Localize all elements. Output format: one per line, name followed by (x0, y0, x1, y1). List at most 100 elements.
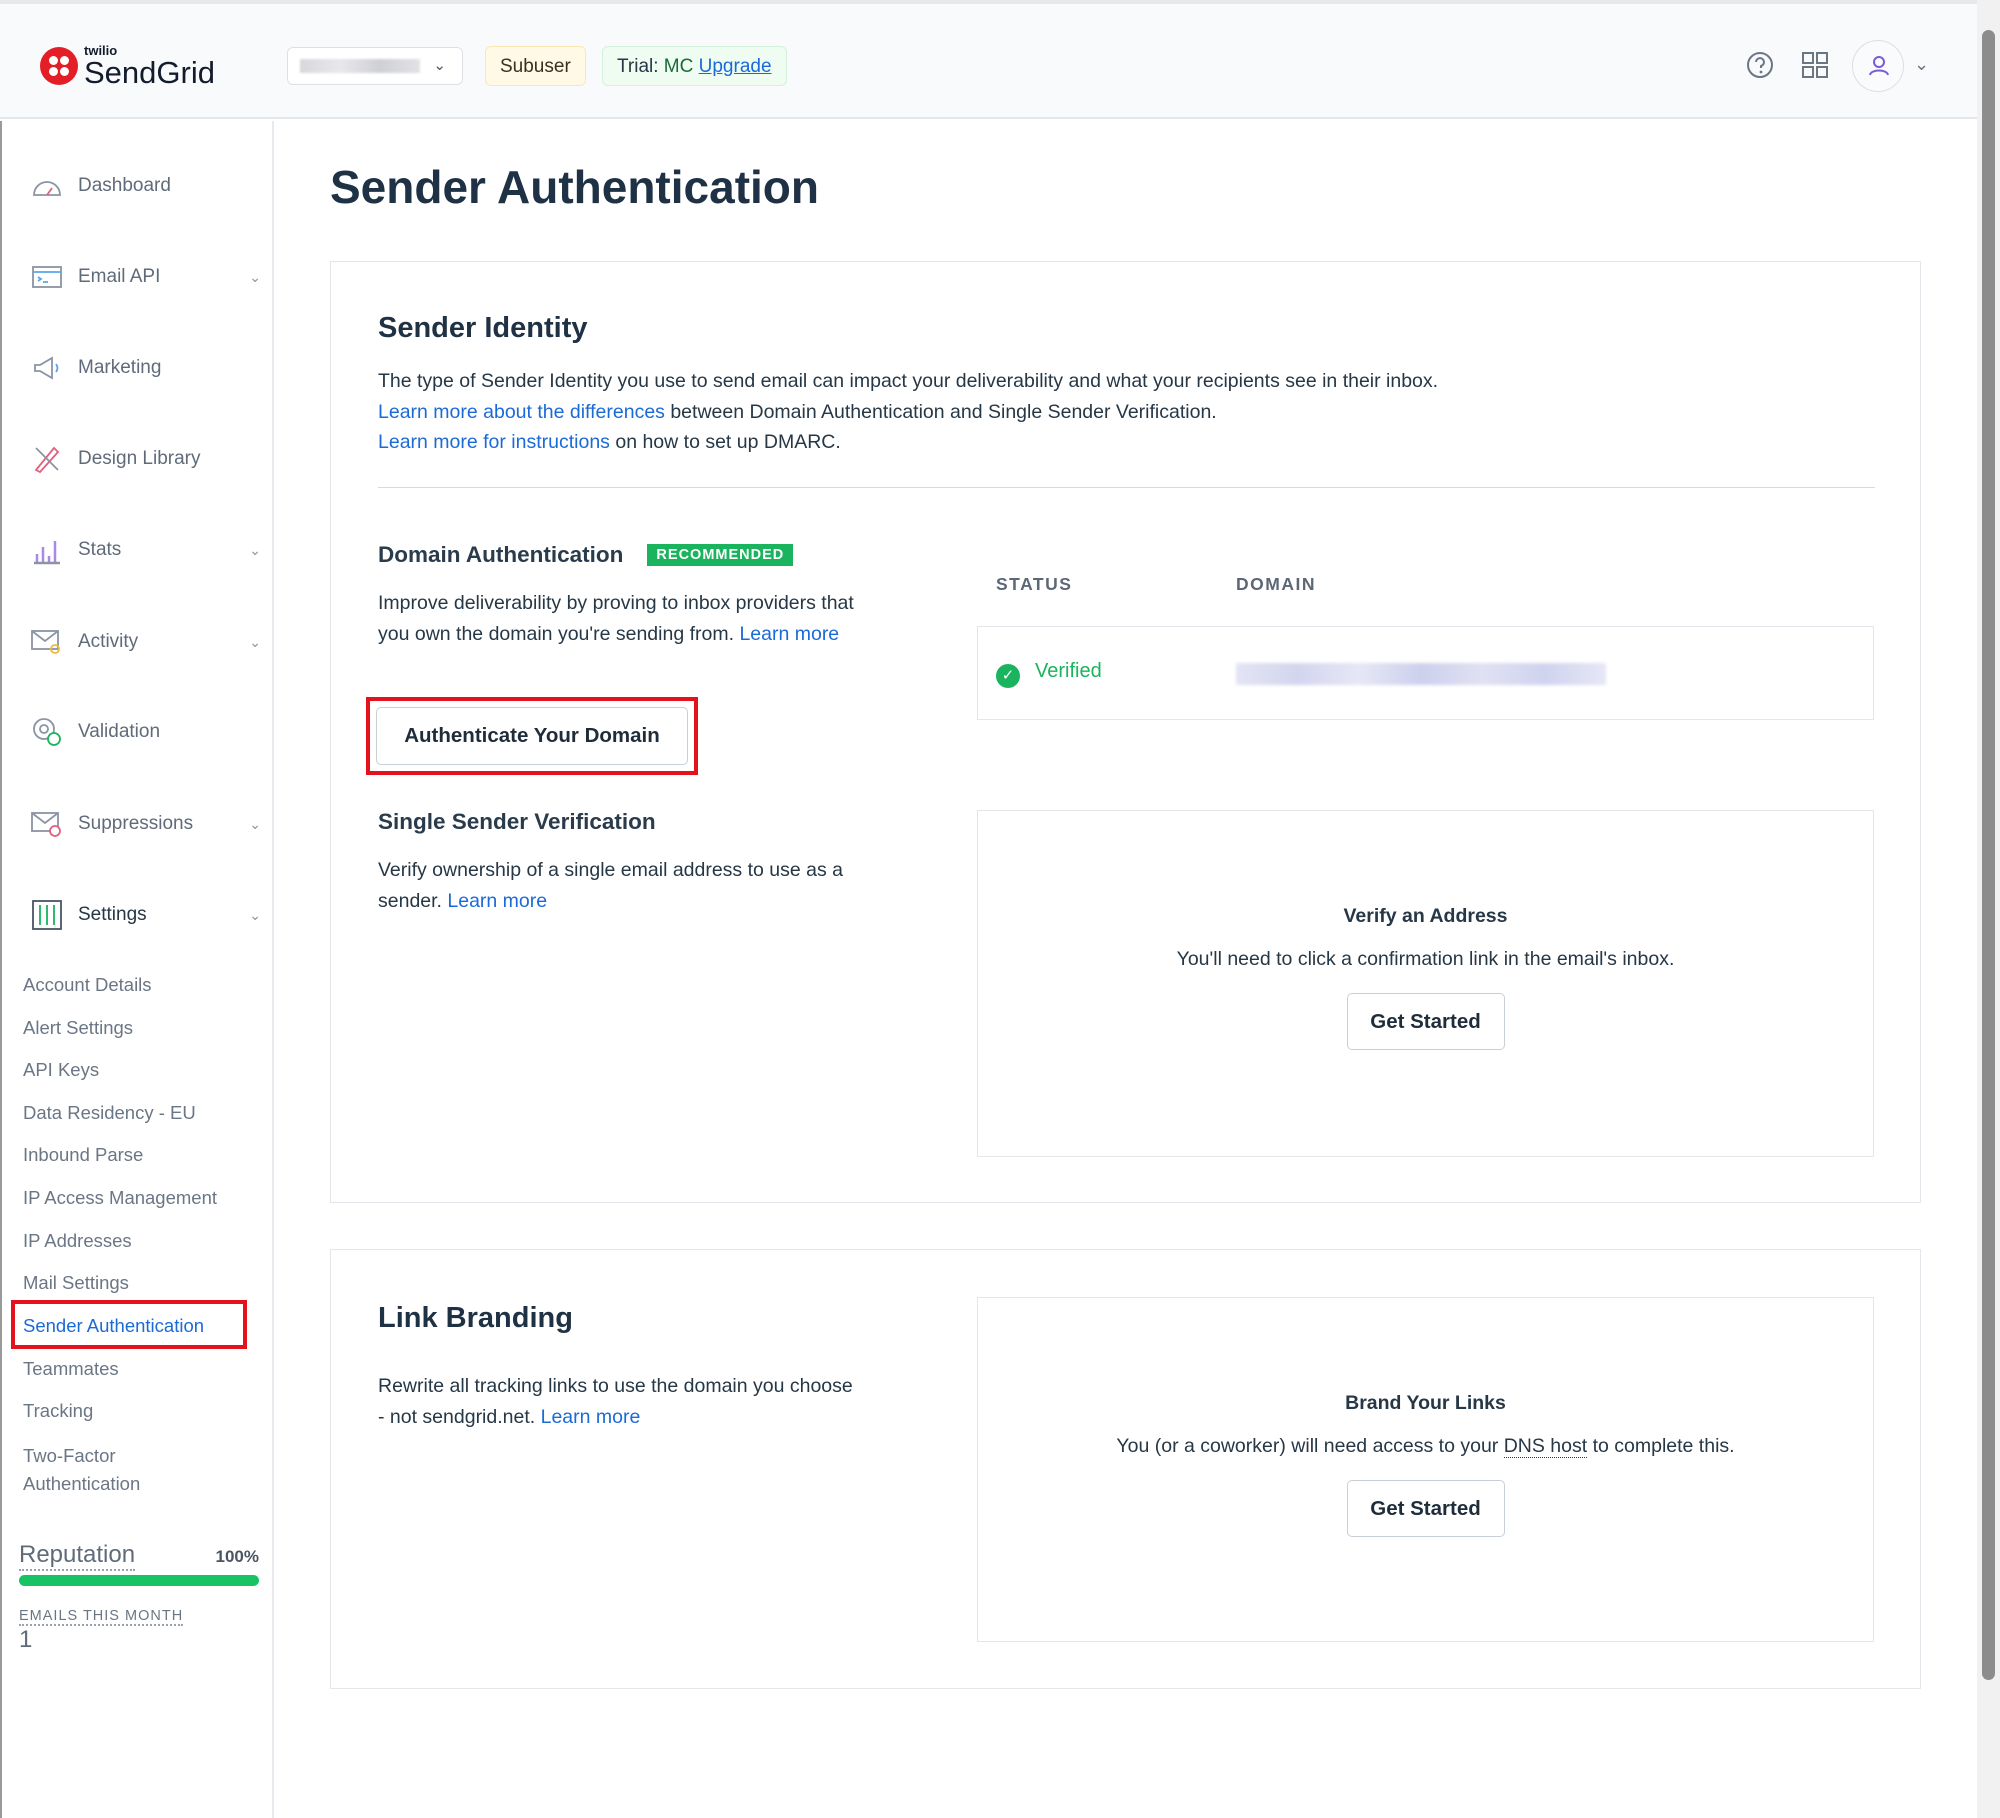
app-grid-icon[interactable] (1800, 50, 1830, 80)
chevron-down-icon: ⌄ (249, 268, 261, 285)
domain-learn-more-link[interactable]: Learn more (739, 622, 840, 645)
sidebar-item-dashboard[interactable]: Dashboard (30, 166, 265, 206)
sidebar-sub-two-factor[interactable]: Two-Factor Authentication (23, 1445, 141, 1494)
learn-differences-link[interactable]: Learn more about the differences (378, 400, 665, 423)
page-scrollbar[interactable] (1977, 0, 2000, 1818)
verify-address-title: Verify an Address (1343, 905, 1508, 927)
sidebar-sub-teammates[interactable]: Teammates (23, 1358, 119, 1379)
sidebar-item-stats[interactable]: Stats ⌄ (30, 530, 265, 570)
sidebar-item-label: Validation (78, 721, 161, 742)
domain-auth-text: Improve deliverability by proving to inb… (378, 592, 854, 645)
sendgrid-logo[interactable]: twilio SendGrid (40, 44, 215, 88)
sliders-icon (30, 900, 64, 930)
mail-blocked-icon (30, 809, 64, 839)
bar-chart-icon (30, 535, 64, 565)
status-verified: Verified (1035, 660, 1102, 682)
sidebar-sub-alert-settings[interactable]: Alert Settings (23, 1017, 134, 1038)
sidebar-item-design-library[interactable]: Design Library (30, 439, 265, 479)
authenticate-domain-button[interactable]: Authenticate Your Domain (376, 707, 688, 765)
link-branding-learn-more-link[interactable]: Learn more (540, 1405, 641, 1428)
sidebar-item-settings[interactable]: Settings ⌄ (30, 895, 265, 935)
sidebar-sub-account-details[interactable]: Account Details (23, 974, 152, 995)
help-icon[interactable] (1745, 50, 1775, 80)
sidebar-item-label: Email API (78, 266, 161, 287)
brand-text: You (or a coworker) will need access to … (1116, 1435, 1504, 1457)
emails-this-month-label: EMAILS THIS MONTH (19, 1608, 184, 1626)
verify-address-box: Verify an Address You'll need to click a… (977, 810, 1874, 1157)
reputation-label: Reputation (19, 1541, 136, 1571)
sidebar-sub-sender-authentication[interactable]: Sender Authentication (23, 1315, 205, 1336)
account-selector[interactable]: ⌄ (287, 47, 463, 85)
link-branding-text: Rewrite all tracking links to use the do… (378, 1375, 853, 1428)
twilio-logo-icon (40, 47, 78, 85)
reputation-bar (19, 1575, 259, 1586)
single-sender-text: Verify ownership of a single email addre… (378, 859, 844, 912)
check-circle-icon: ✓ (996, 664, 1020, 688)
trial-badge: Trial: MC Upgrade (602, 46, 787, 86)
verify-get-started-button[interactable]: Get Started (1346, 992, 1505, 1050)
sidebar-item-label: Activity (78, 631, 139, 652)
chevron-down-icon: ⌄ (249, 541, 261, 558)
upgrade-link[interactable]: Upgrade (698, 56, 772, 77)
subuser-badge: Subuser (485, 46, 586, 86)
domain-auth-title: Domain Authentication RECOMMENDED (378, 542, 794, 568)
identity-line: on how to set up DMARC. (609, 431, 841, 454)
chevron-down-icon: ⌄ (249, 633, 261, 650)
sidebar-sub-api-keys[interactable]: API Keys (23, 1059, 100, 1080)
sidebar-item-suppressions[interactable]: Suppressions ⌄ (30, 804, 265, 844)
chevron-down-icon: ⌄ (249, 906, 261, 923)
dns-host-abbr: DNS host (1503, 1435, 1588, 1458)
redacted-account-name (300, 59, 420, 73)
identity-line: between Domain Authentication and Single… (664, 400, 1217, 423)
brand-links-title: Brand Your Links (1345, 1392, 1506, 1414)
sidebar-sub-tracking[interactable]: Tracking (23, 1400, 94, 1421)
emails-this-month-value: 1 (19, 1626, 33, 1653)
brand-text: to complete this. (1587, 1435, 1735, 1457)
trial-label: Trial: (617, 56, 664, 77)
domain-auth-description: Improve deliverability by proving to inb… (378, 588, 878, 649)
sidebar-sub-mail-settings[interactable]: Mail Settings (23, 1272, 129, 1293)
link-branding-description: Rewrite all tracking links to use the do… (378, 1371, 858, 1432)
logo-small-text: twilio (84, 43, 118, 58)
identity-line: The type of Sender Identity you use to s… (378, 370, 1439, 392)
sidebar-item-email-api[interactable]: Email API ⌄ (30, 257, 265, 297)
sidebar-sub-data-residency[interactable]: Data Residency - EU (23, 1102, 196, 1123)
sidebar-item-marketing[interactable]: Marketing (30, 348, 265, 388)
sidebar-item-activity[interactable]: Activity ⌄ (30, 622, 265, 662)
sidebar-item-label: Settings (78, 904, 147, 925)
brand-links-text: You (or a coworker) will need access to … (978, 1431, 1873, 1462)
sidebar-item-label: Stats (78, 539, 122, 560)
scrollbar-thumb[interactable] (1982, 30, 1995, 1680)
recommended-badge: RECOMMENDED (647, 544, 794, 566)
sidebar-item-validation[interactable]: Validation (30, 712, 265, 752)
reputation-widget: Reputation 100% EMAILS THIS MONTH 1 (19, 1541, 259, 1654)
logo-main-text: SendGrid (84, 55, 215, 90)
terminal-icon (30, 262, 64, 292)
sidebar-item-label: Dashboard (78, 175, 171, 196)
status-column-header: STATUS (996, 574, 1073, 594)
sidebar-sub-ip-access[interactable]: IP Access Management (23, 1187, 218, 1208)
top-bar: twilio SendGrid ⌄ Subuser Trial: MC Upgra… (0, 0, 1977, 119)
chevron-down-icon[interactable]: ⌄ (1914, 54, 1930, 74)
verify-address-text: You'll need to click a confirmation link… (1176, 948, 1675, 970)
link-branding-card: Link Branding Rewrite all tracking links… (330, 1249, 1921, 1689)
sidebar-item-label: Marketing (78, 357, 162, 378)
megaphone-icon (30, 353, 64, 383)
divider (378, 487, 1875, 488)
user-avatar[interactable] (1852, 40, 1904, 92)
at-check-icon (30, 717, 64, 747)
gauge-icon (30, 171, 64, 201)
domain-auth-heading: Domain Authentication (378, 542, 624, 567)
dmarc-instructions-link[interactable]: Learn more for instructions (378, 431, 610, 454)
domain-row[interactable]: ✓ Verified (977, 626, 1874, 720)
single-sender-heading: Single Sender Verification (378, 809, 656, 834)
sidebar-sub-ip-addresses[interactable]: IP Addresses (23, 1230, 132, 1251)
sidebar-sub-inbound-parse[interactable]: Inbound Parse (23, 1144, 144, 1165)
sidebar-item-label: Design Library (78, 448, 201, 469)
sidebar-item-label: Suppressions (78, 813, 194, 834)
brand-get-started-button[interactable]: Get Started (1346, 1479, 1505, 1537)
design-tools-icon (30, 444, 64, 474)
trial-plan: MC (663, 56, 694, 77)
chevron-down-icon: ⌄ (249, 815, 261, 832)
single-sender-learn-more-link[interactable]: Learn more (447, 889, 548, 912)
